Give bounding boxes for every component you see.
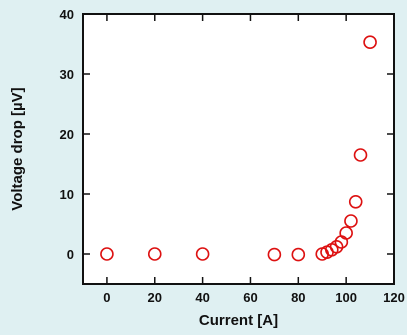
data-point <box>291 247 306 262</box>
y-tick-label: 0 <box>67 247 74 262</box>
x-tick-label: 20 <box>148 290 162 305</box>
data-point <box>363 35 377 50</box>
y-axis-title: Voltage drop [µV] <box>9 87 26 210</box>
y-tick-label: 10 <box>60 187 74 202</box>
x-tick-label: 120 <box>383 290 405 305</box>
x-axis-title: Current [A] <box>199 312 278 329</box>
x-tick-label: 40 <box>195 290 209 305</box>
y-tick-label: 30 <box>60 67 74 82</box>
plot-area <box>82 13 395 285</box>
x-tick-label: 100 <box>335 290 357 305</box>
data-point <box>353 148 368 162</box>
x-tick-label: 80 <box>291 290 305 305</box>
data-point <box>339 226 353 240</box>
y-axis-ticks: 0 10 20 30 40 <box>60 7 394 262</box>
data-series <box>100 35 377 262</box>
x-tick-label: 0 <box>103 290 110 305</box>
data-point <box>267 247 282 262</box>
x-axis-ticks: 0 20 40 60 80 100 120 <box>103 14 405 305</box>
y-tick-label: 40 <box>60 7 74 22</box>
data-point <box>195 247 210 261</box>
data-point <box>348 195 363 209</box>
x-tick-label: 60 <box>243 290 257 305</box>
data-point <box>329 240 344 254</box>
y-tick-label: 20 <box>60 127 74 142</box>
data-point <box>344 214 358 228</box>
data-point <box>100 247 114 261</box>
data-point <box>147 247 162 261</box>
